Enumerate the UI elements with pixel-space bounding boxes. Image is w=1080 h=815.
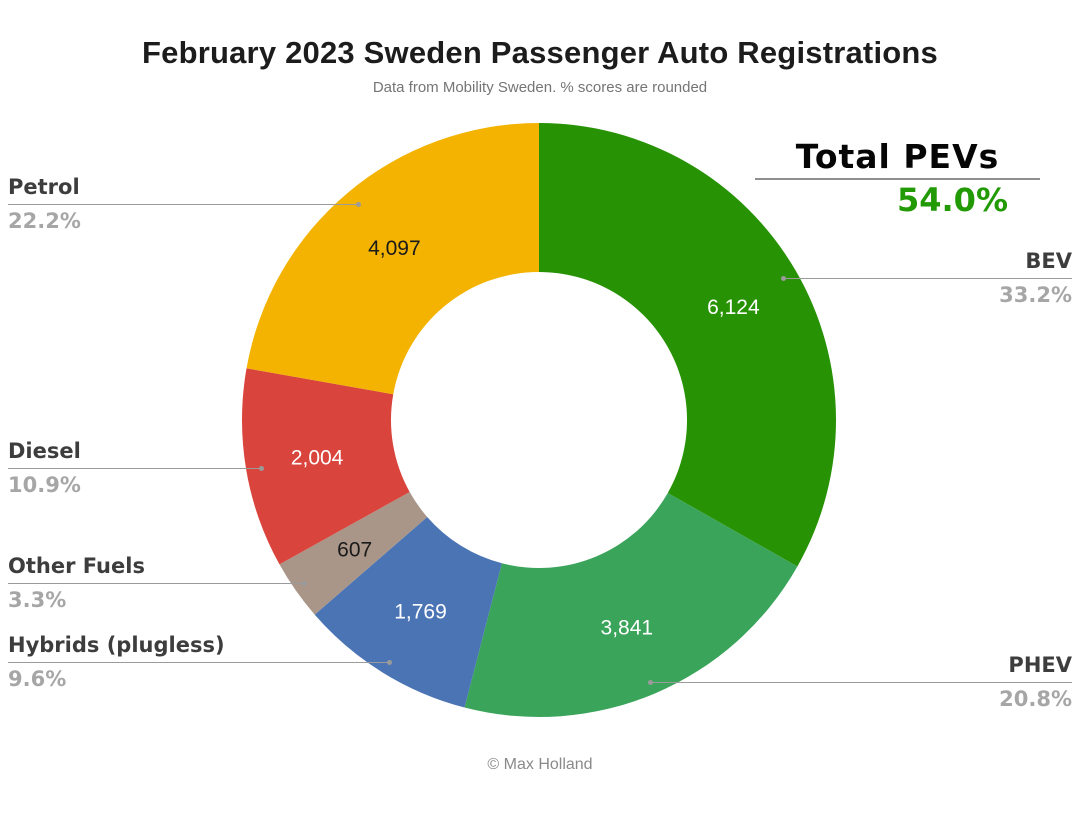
- leader-line-phev: [650, 682, 1072, 683]
- callout-label-bev: BEV: [1025, 249, 1072, 273]
- callout-percent-phev: 20.8%: [999, 687, 1072, 711]
- leader-line-petrol: [8, 204, 358, 205]
- segment-phev[interactable]: [464, 492, 798, 717]
- segment-other-fuels[interactable]: [279, 491, 428, 615]
- segment-hybrids-plugless[interactable]: [314, 516, 502, 708]
- segment-value-hybrids-plugless: 1,769: [394, 601, 447, 624]
- segment-value-bev: 6,124: [707, 296, 760, 319]
- leader-dot-diesel: [259, 466, 264, 471]
- leader-dot-phev: [648, 680, 653, 685]
- callout-label-petrol: Petrol: [8, 175, 80, 199]
- segment-value-diesel: 2,004: [291, 447, 344, 470]
- total-pevs-value: 54.0%: [896, 181, 1008, 219]
- leader-dot-bev: [781, 276, 786, 281]
- total-pevs-underline: [755, 178, 1040, 180]
- callout-percent-diesel: 10.9%: [8, 473, 81, 497]
- total-pevs-label: Total PEVs: [795, 137, 1000, 176]
- segment-petrol[interactable]: [246, 123, 539, 395]
- leader-dot-hybrids-plugless: [387, 660, 392, 665]
- leader-dot-other-fuels: [302, 581, 307, 586]
- leader-line-hybrids-plugless: [8, 662, 389, 663]
- leader-dot-petrol: [356, 202, 361, 207]
- leader-line-other-fuels: [8, 583, 304, 584]
- chart-title: February 2023 Sweden Passenger Auto Regi…: [142, 35, 938, 70]
- callout-percent-other-fuels: 3.3%: [8, 588, 67, 612]
- callout-label-diesel: Diesel: [8, 439, 81, 463]
- total-pevs-block: Total PEVs 54.0%: [755, 137, 1040, 218]
- callout-percent-bev: 33.2%: [999, 283, 1072, 307]
- leader-line-diesel: [8, 468, 261, 469]
- callout-label-phev: PHEV: [1008, 653, 1072, 677]
- callout-percent-petrol: 22.2%: [8, 209, 81, 233]
- credit: © Max Holland: [487, 756, 593, 773]
- segment-value-petrol: 4,097: [368, 237, 421, 260]
- segment-diesel[interactable]: [241, 368, 410, 565]
- segment-value-other-fuels: 607: [337, 538, 372, 561]
- callout-label-hybrids-plugless: Hybrids (plugless): [8, 633, 225, 657]
- chart-subtitle: Data from Mobility Sweden. % scores are …: [372, 79, 708, 96]
- segment-value-phev: 3,841: [601, 617, 654, 640]
- segment-bev[interactable]: [539, 123, 836, 567]
- callout-label-other-fuels: Other Fuels: [8, 554, 145, 578]
- leader-line-bev: [783, 278, 1072, 279]
- callout-percent-hybrids-plugless: 9.6%: [8, 667, 67, 691]
